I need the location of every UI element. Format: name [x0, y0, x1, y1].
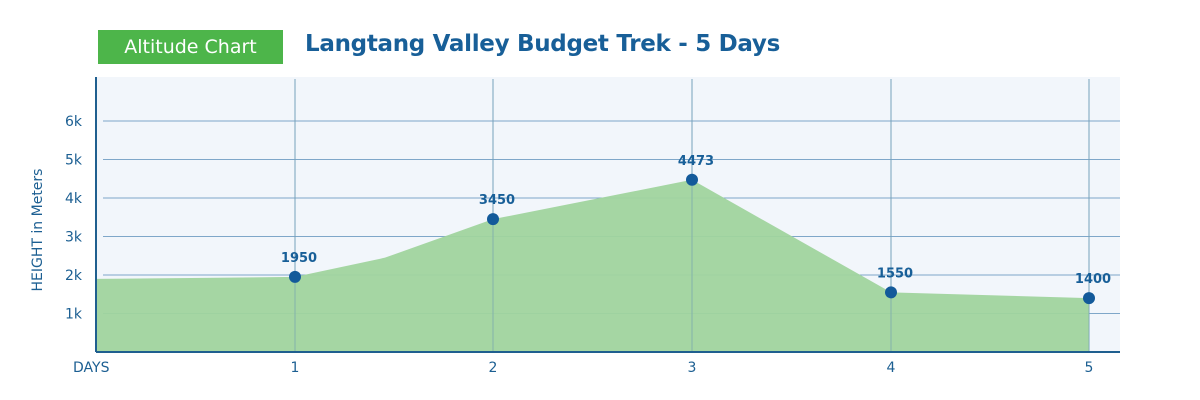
x-tick-5: 5 — [1085, 360, 1094, 376]
x-tick-2: 2 — [489, 360, 498, 376]
x-tick-3: 3 — [688, 360, 697, 376]
data-label-day-4: 1550 — [877, 266, 913, 281]
altitude-area — [96, 179, 1089, 352]
x-tick-1: 1 — [291, 360, 300, 376]
y-tick-labels: 1k 2k 3k 4k 5k 6k — [65, 114, 83, 323]
y-tick-3k: 3k — [65, 230, 83, 246]
y-tick-2k: 2k — [65, 268, 83, 284]
y-tick-1k: 1k — [65, 307, 83, 323]
chart-title: Langtang Valley Budget Trek - 5 Days — [305, 31, 780, 57]
y-tick-4k: 4k — [65, 191, 83, 207]
data-label-day-1: 1950 — [281, 251, 317, 266]
data-label-day-2: 3450 — [479, 193, 515, 208]
x-axis-label: DAYS — [73, 360, 110, 376]
data-point-day-5[interactable] — [1083, 292, 1095, 305]
data-point-day-1[interactable] — [289, 270, 301, 283]
data-point-day-2[interactable] — [487, 213, 499, 226]
data-point-day-3[interactable] — [686, 173, 698, 186]
altitude-chart-badge: Altitude Chart — [98, 30, 283, 64]
x-tick-4: 4 — [887, 360, 896, 376]
data-points: 1950 3450 4473 1550 1400 — [281, 154, 1111, 305]
x-tick-labels: DAYS 1 2 3 4 5 — [73, 360, 1093, 376]
y-tick-6k: 6k — [65, 114, 83, 130]
data-label-day-3: 4473 — [678, 154, 714, 169]
data-label-day-5: 1400 — [1075, 272, 1111, 287]
data-point-day-4[interactable] — [885, 286, 897, 299]
y-tick-5k: 5k — [65, 153, 83, 169]
